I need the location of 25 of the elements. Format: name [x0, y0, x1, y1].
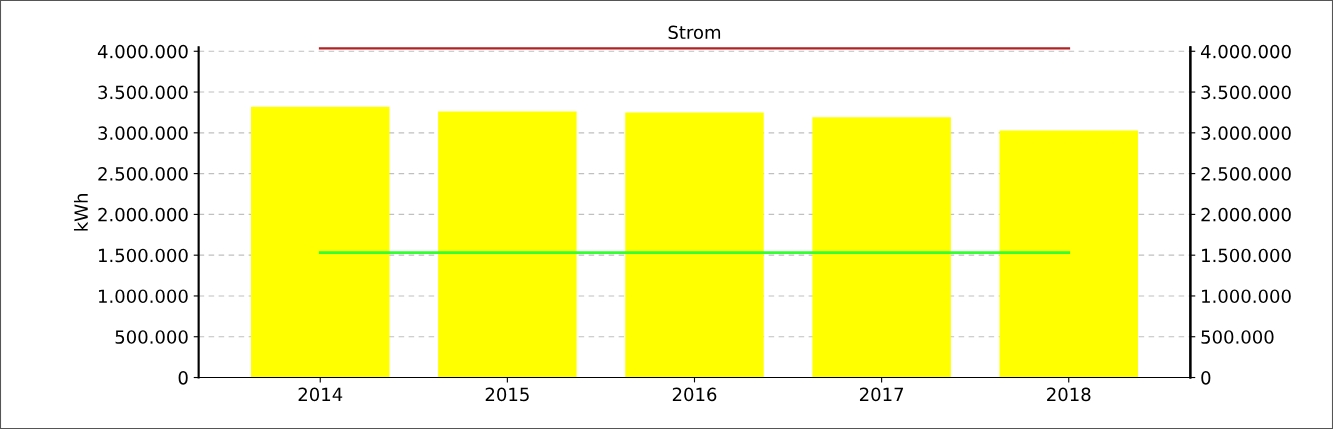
x-tick-label: 2018: [1047, 387, 1091, 402]
y2-tick-label: 1.500.000: [1202, 248, 1291, 263]
y-axis-title: kWh: [73, 194, 88, 231]
y-tick-label: 0: [178, 370, 188, 385]
x-tick-label: 2016: [672, 387, 717, 402]
y-tick-label: 2.500.000: [98, 167, 188, 181]
y-tick-label: 3.500.000: [98, 85, 188, 100]
x-tick-label: 2015: [485, 387, 529, 402]
chart-title: Strom: [668, 25, 721, 40]
y2-tick-label: 500.000: [1201, 330, 1274, 344]
x-tick-label: 2014: [298, 387, 343, 402]
y-tick-label: 500.000: [115, 330, 188, 344]
y2-tick-label: 1.000.000: [1202, 289, 1291, 304]
y2-tick-label: 0: [1201, 370, 1211, 385]
y2-tick-label: 2.000.000: [1201, 207, 1291, 222]
y-tick-label: 4.000.000: [97, 44, 188, 59]
y-tick-label: 1.500.000: [98, 248, 188, 263]
y-tick-label: 3.000.000: [98, 126, 188, 140]
y-tick-label: 1.000.000: [98, 289, 188, 304]
y2-tick-label: 3.000.000: [1201, 126, 1291, 140]
y2-tick-label: 2.500.000: [1201, 167, 1291, 181]
y2-tick-label: 3.500.000: [1201, 85, 1291, 100]
y2-tick-label: 4.000.000: [1200, 44, 1291, 59]
x-tick-label: 2017: [859, 387, 904, 402]
y-tick-label: 2.000.000: [98, 207, 188, 222]
